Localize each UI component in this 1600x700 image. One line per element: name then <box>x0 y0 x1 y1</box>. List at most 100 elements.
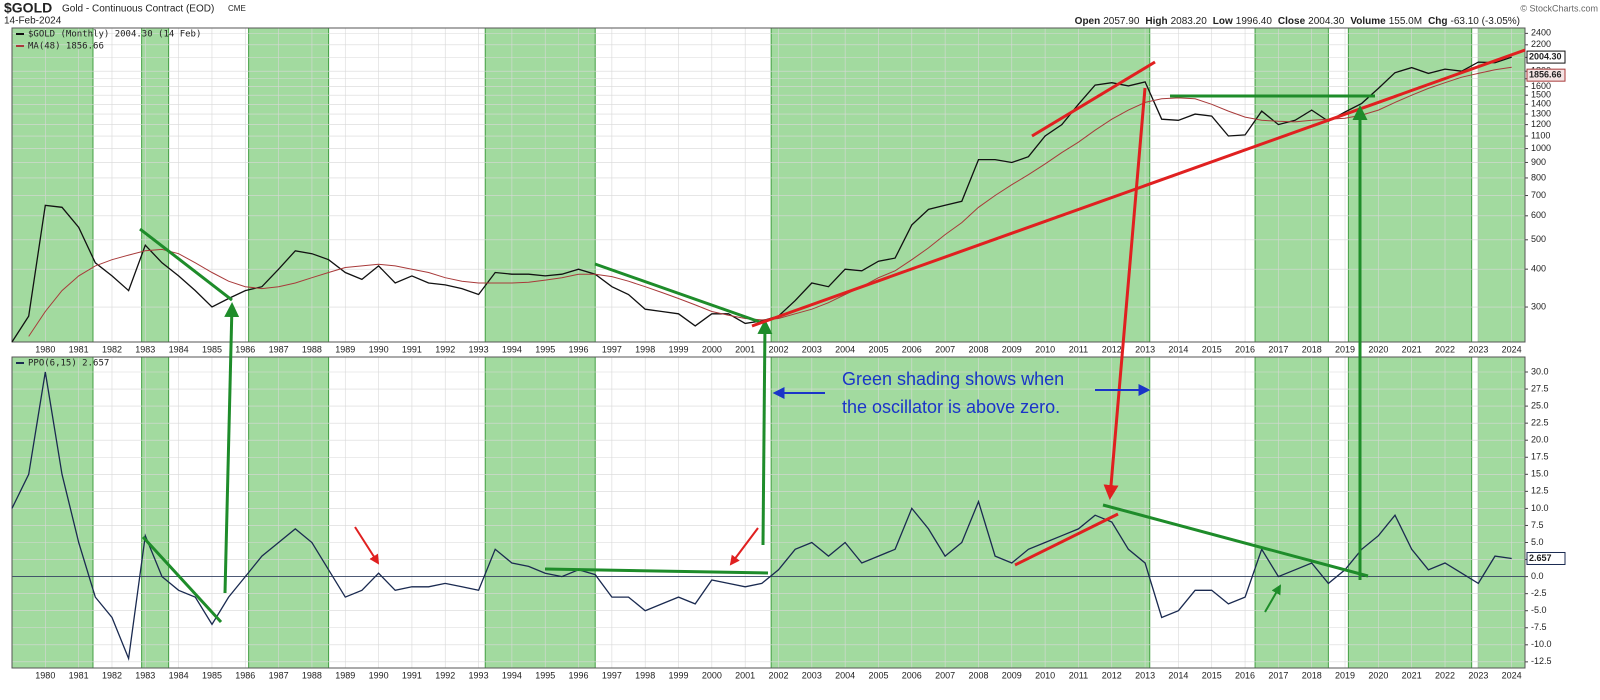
quote-label: Open <box>1075 16 1101 27</box>
x-tick-label: 1984 <box>169 670 189 680</box>
x-tick-label: 1991 <box>402 670 422 680</box>
shading <box>141 27 170 343</box>
x-tick-label: 2006 <box>902 670 922 680</box>
shading <box>11 356 94 669</box>
x-tick-label: 1982 <box>102 670 122 680</box>
x-tick-label: 2010 <box>1035 670 1055 680</box>
quote-value: 1996.40 <box>1236 16 1273 27</box>
shading <box>484 356 596 669</box>
y-tick-label: 2400 <box>1531 28 1551 38</box>
y-tick-label: 900 <box>1531 157 1546 167</box>
instrument-name: Gold - Continuous Contract (EOD) <box>62 4 214 15</box>
x-tick-label: 2000 <box>702 344 722 354</box>
shading <box>770 27 1151 343</box>
y-tick-label: 300 <box>1531 301 1546 311</box>
last-value-label: 2004.30 <box>1529 51 1562 61</box>
shading <box>1477 356 1526 669</box>
shading <box>1347 356 1473 669</box>
trend-line <box>751 48 1526 328</box>
quote-value: 2083.20 <box>1171 16 1208 27</box>
x-tick-label: 1982 <box>102 344 122 354</box>
x-tick-label: 1980 <box>35 344 55 354</box>
x-tick-label: 2023 <box>1468 670 1488 680</box>
x-tick-label: 2016 <box>1235 670 1255 680</box>
last-value-label: 1856.66 <box>1529 70 1562 80</box>
y-tick-label: 1500 <box>1531 90 1551 100</box>
quote-label: Chg <box>1428 16 1447 27</box>
y-tick-label: 0.0 <box>1531 571 1544 581</box>
annotations <box>139 48 1526 624</box>
last-value-box <box>1526 68 1566 82</box>
arrow <box>1103 87 1147 500</box>
x-tick-label: 2002 <box>768 670 788 680</box>
x-tick-label: 2012 <box>1102 670 1122 680</box>
y-tick-label: 1300 <box>1531 108 1551 118</box>
x-tick-label: 2004 <box>835 344 855 354</box>
x-tick-label: 1981 <box>69 344 89 354</box>
frame <box>11 356 1526 669</box>
quote: Open 2057.90 High 2083.20 Low 1996.40 Close 200… <box>1075 16 1520 27</box>
x-tick-label: 2024 <box>1502 670 1522 680</box>
annotation: the oscillator is above zero. <box>842 397 1060 417</box>
y-tick-label: 800 <box>1531 172 1546 182</box>
x-tick-label: 1988 <box>302 344 322 354</box>
arrow <box>223 302 240 594</box>
x-tick-label: 2013 <box>1135 344 1155 354</box>
x-tick-label: 1983 <box>135 670 155 680</box>
y-tick-label: 10.0 <box>1531 503 1549 513</box>
quote-label: Close <box>1278 16 1306 27</box>
x-tick-label: 2005 <box>868 344 888 354</box>
shading <box>1254 356 1329 669</box>
x-tick-label: 2008 <box>968 344 988 354</box>
legend-entry: $GOLD (Monthly) 2004.30 (14 Feb) <box>28 30 201 40</box>
x-tick-label: 2014 <box>1168 670 1188 680</box>
x-tick-label: 1985 <box>202 344 222 354</box>
x-tick-label: 2020 <box>1368 670 1388 680</box>
shading <box>248 27 330 343</box>
x-tick-label: 2018 <box>1302 670 1322 680</box>
y-tick-label: 2200 <box>1531 39 1551 49</box>
x-tick-label: 2009 <box>1002 344 1022 354</box>
panels: 1980 1981 1982 1983 1984 1985 1986 1987 1988 1989… <box>11 27 1566 680</box>
x-tick-label: 2017 <box>1268 344 1288 354</box>
x-tick-label: 2013 <box>1135 670 1155 680</box>
trend-line <box>544 567 769 575</box>
date: 14-Feb-2024 <box>4 16 62 27</box>
y-tick-label: -5.0 <box>1531 605 1547 615</box>
annotation: Green shading shows when <box>842 369 1064 389</box>
x-tick-label: 1980 <box>35 670 55 680</box>
x-tick-label: 2001 <box>735 344 755 354</box>
x-tick-label: 2019 <box>1335 670 1355 680</box>
x-tick-label: 2003 <box>802 670 822 680</box>
x-tick-label: 1998 <box>635 344 655 354</box>
y-tick-label: 12.5 <box>1531 486 1549 496</box>
x-tick-label: 1999 <box>669 344 689 354</box>
x-tick-label: 1992 <box>435 670 455 680</box>
x-tick-label: 1981 <box>69 670 89 680</box>
x-tick-label: 1995 <box>535 344 555 354</box>
trend-line <box>1102 503 1369 578</box>
panel: 1980 1981 1982 1983 1984 1985 1986 1987 1988 1989… <box>11 356 1566 680</box>
x-tick-label: 1992 <box>435 344 455 354</box>
y-tick-label: 1600 <box>1531 81 1551 91</box>
x-tick-label: 2006 <box>902 344 922 354</box>
x-tick-label: 2002 <box>768 344 788 354</box>
legend-entry: PPO(6,15) 2.657 <box>28 359 109 369</box>
shading <box>248 356 330 669</box>
y-tick-label: 30.0 <box>1531 366 1549 376</box>
panel: 1980 1981 1982 1983 1984 1985 1986 1987 1988 1989… <box>11 27 1566 354</box>
shading <box>484 27 596 343</box>
x-tick-label: 2012 <box>1102 344 1122 354</box>
x-tick-label: 2017 <box>1268 670 1288 680</box>
trend-line <box>594 262 761 324</box>
x-tick-label: 2023 <box>1468 344 1488 354</box>
y-tick-label: 1200 <box>1531 119 1551 129</box>
y-tick-label: 600 <box>1531 210 1546 220</box>
x-tick-label: 2008 <box>968 670 988 680</box>
y-tick-label: 25.0 <box>1531 400 1549 410</box>
x-tick-label: 2018 <box>1302 344 1322 354</box>
y-tick-label: 15.0 <box>1531 469 1549 479</box>
x-tick-label: 2009 <box>1002 670 1022 680</box>
x-tick-label: 2007 <box>935 670 955 680</box>
